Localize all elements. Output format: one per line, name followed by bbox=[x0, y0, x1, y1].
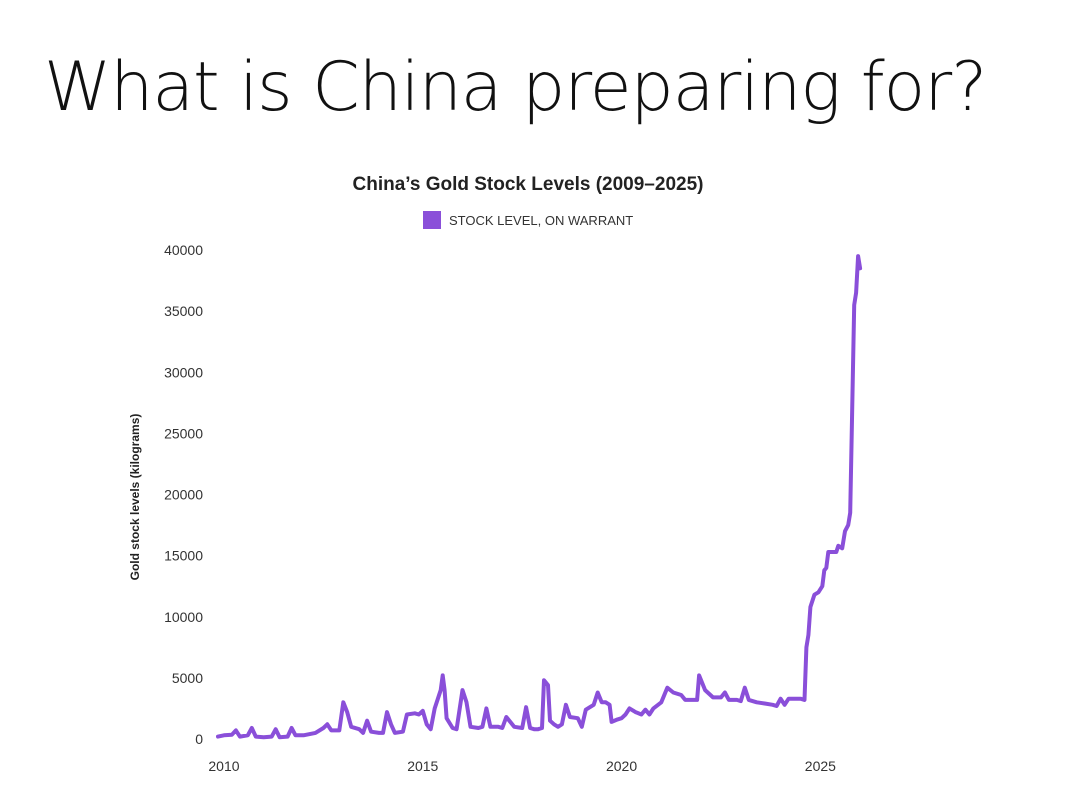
y-axis-label: Gold stock levels (kilograms) bbox=[128, 414, 142, 581]
legend-label: STOCK LEVEL, ON WARRANT bbox=[449, 213, 633, 228]
y-tick-label: 35000 bbox=[164, 303, 203, 319]
y-tick-label: 30000 bbox=[164, 364, 203, 380]
y-tick-label: 0 bbox=[195, 731, 203, 747]
chart-title: China’s Gold Stock Levels (2009–2025) bbox=[353, 174, 704, 195]
series-line-stock-level bbox=[216, 254, 863, 740]
series-layer bbox=[216, 254, 863, 740]
y-tick-label: 15000 bbox=[164, 548, 203, 564]
y-tick-label: 10000 bbox=[164, 609, 203, 625]
x-tick-label: 2025 bbox=[805, 758, 836, 774]
x-tick-label: 2010 bbox=[208, 758, 239, 774]
y-tick-label: 40000 bbox=[164, 242, 203, 258]
x-tick-label: 2020 bbox=[606, 758, 637, 774]
x-axis-ticks: 2010 2015 2020 2025 bbox=[208, 758, 836, 774]
y-tick-label: 25000 bbox=[164, 425, 203, 441]
y-tick-label: 20000 bbox=[164, 487, 203, 503]
chart-legend: STOCK LEVEL, ON WARRANT bbox=[423, 211, 633, 229]
y-tick-label: 5000 bbox=[172, 670, 203, 686]
legend-swatch bbox=[423, 211, 441, 229]
slide-title: What is China preparing for? bbox=[44, 48, 987, 127]
x-tick-label: 2015 bbox=[407, 758, 438, 774]
y-axis-ticks: 0 5000 10000 15000 20000 25000 30000 35000 40000 bbox=[164, 242, 203, 747]
